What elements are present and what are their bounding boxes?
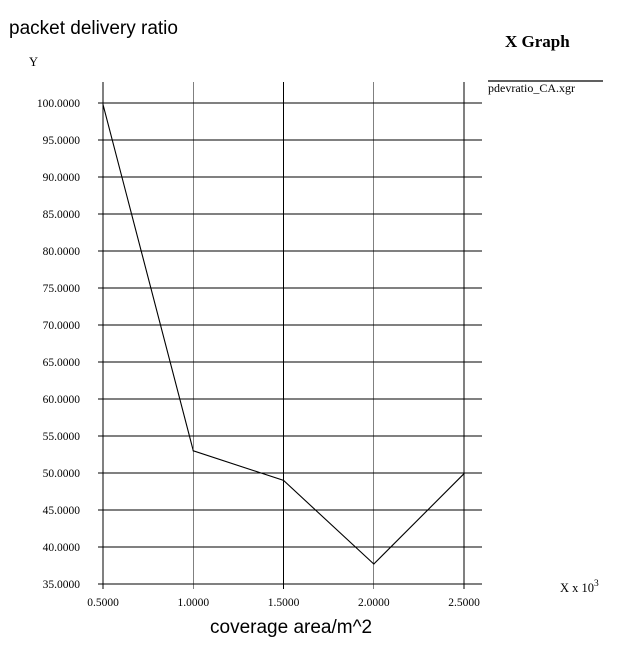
x-tick-labels: 0.5000 1.0000 1.5000 2.0000 2.5000 (87, 597, 480, 609)
x-tick-label: 1.0000 (177, 597, 209, 609)
x-tick-label: 2.5000 (448, 597, 480, 609)
y-tick-label: 40.0000 (43, 542, 81, 554)
x-tick-label: 2.0000 (358, 597, 390, 609)
y-tick-label: 65.0000 (43, 357, 81, 369)
series-layer (102, 103, 465, 565)
x-tick-label: 0.5000 (87, 597, 119, 609)
data-point (192, 450, 194, 452)
x-axis-title: coverage area/m^2 (210, 617, 373, 638)
y-tick-label: 80.0000 (43, 246, 81, 258)
y-tick-label: 75.0000 (43, 283, 81, 295)
data-point (282, 479, 285, 481)
y-tick-labels: 35.0000 40.0000 45.0000 50.0000 55.0000 60.00… (37, 98, 80, 591)
data-point (102, 103, 104, 106)
y-tick-label: 45.0000 (43, 505, 81, 517)
x-axis-word: X x 10 (560, 581, 594, 595)
y-tick-label: 85.0000 (43, 209, 81, 221)
y-tick-label: 55.0000 (43, 431, 81, 443)
x-tick-label: 1.5000 (268, 597, 300, 609)
y-tick-label: 60.0000 (43, 394, 81, 406)
x-axis-exponent: 3 (594, 579, 599, 589)
y-tick-label: 50.0000 (43, 468, 81, 480)
data-point (373, 563, 375, 565)
y-tick-label: 90.0000 (43, 172, 81, 184)
legend-entry: pdevratio_CA.xgr (488, 81, 575, 95)
y-tick-label: 70.0000 (43, 320, 81, 332)
data-point (463, 473, 465, 475)
app-title: X Graph (505, 32, 570, 51)
y-tick-label: 95.0000 (43, 135, 81, 147)
y-tick-label: 100.0000 (37, 98, 80, 110)
y-tick-label: 35.0000 (43, 579, 81, 591)
chart-title: packet delivery ratio (9, 18, 178, 39)
y-axis-label: Y (29, 55, 38, 69)
x-axis-multiplier-label: X x 103 (560, 579, 599, 595)
grid (98, 82, 482, 589)
